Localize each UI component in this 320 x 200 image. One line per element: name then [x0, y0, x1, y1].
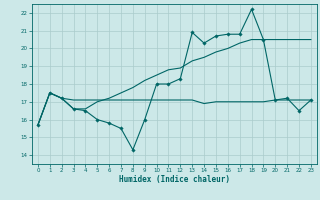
X-axis label: Humidex (Indice chaleur): Humidex (Indice chaleur): [119, 175, 230, 184]
